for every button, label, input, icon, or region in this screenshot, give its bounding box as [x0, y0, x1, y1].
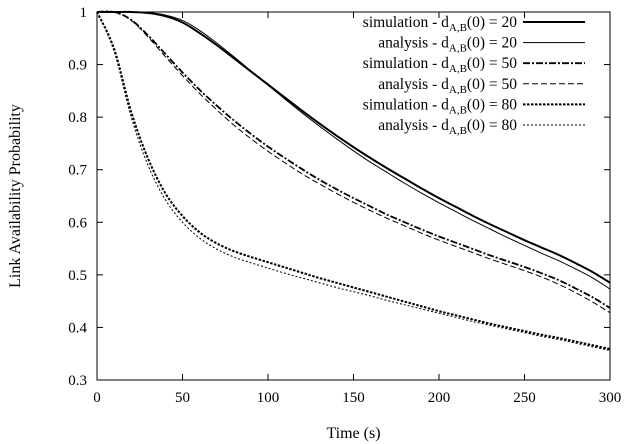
series-line-6 [96, 11, 611, 352]
series-line-3 [96, 10, 611, 309]
x-tick-label: 50 [175, 390, 190, 406]
x-tick-label: 300 [599, 390, 622, 406]
x-axis-label: Time (s) [326, 425, 380, 442]
y-tick-label: 0.8 [68, 110, 87, 126]
series-line-4 [96, 10, 611, 314]
y-axis-label: Link Availability Probability [7, 104, 24, 288]
legend-entry-label: analysis - dA,B(0) = 20 [378, 35, 517, 55]
legend-entry-label: analysis - dA,B(0) = 50 [378, 76, 517, 96]
series-line-1 [96, 10, 611, 284]
series-line-2 [96, 11, 611, 290]
y-tick-label: 0.5 [68, 268, 87, 284]
legend-entry-label: simulation - dA,B(0) = 20 [363, 14, 517, 34]
y-tick-label: 0.3 [68, 373, 87, 389]
legend-entry-label: analysis - dA,B(0) = 80 [378, 117, 517, 137]
x-tick-label: 200 [428, 390, 451, 406]
x-tick-label: 0 [93, 390, 101, 406]
y-tick-label: 0.9 [68, 58, 87, 74]
x-tick-label: 100 [257, 390, 280, 406]
series-lines [96, 10, 611, 352]
x-tick-label: 250 [513, 390, 536, 406]
y-tick-label: 1 [80, 5, 88, 21]
y-tick-label: 0.4 [68, 320, 87, 336]
plot-frame [96, 11, 611, 381]
y-tick-label: 0.6 [68, 215, 87, 231]
legend-entry-label: simulation - dA,B(0) = 50 [363, 55, 517, 75]
y-tick-label: 0.7 [68, 163, 87, 179]
axis-ticks: 0 50 100 150 200 250 300 0.3 0.4 0.5 0.6 0.7 0.8 0.9 1 [68, 5, 621, 406]
legend-entry-label: simulation - dA,B(0) = 80 [363, 96, 517, 116]
x-tick-label: 150 [342, 390, 365, 406]
